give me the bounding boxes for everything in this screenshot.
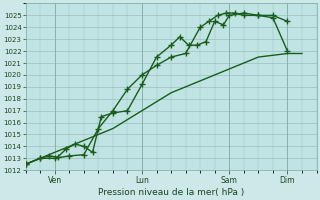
X-axis label: Pression niveau de la mer( hPa ): Pression niveau de la mer( hPa ) xyxy=(98,188,244,197)
